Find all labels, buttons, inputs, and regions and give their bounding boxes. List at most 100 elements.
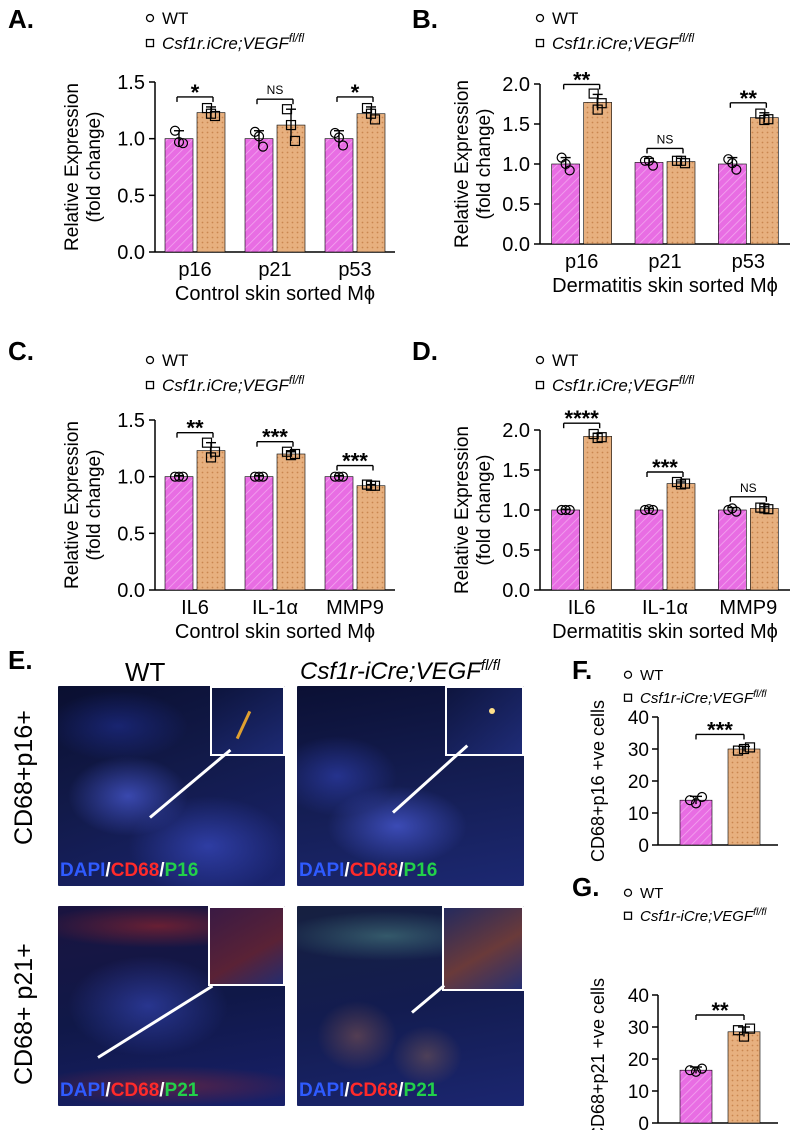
point-wt xyxy=(337,471,349,482)
significance-label: NS xyxy=(657,132,674,146)
point-ko xyxy=(759,114,770,126)
point-wt xyxy=(696,1063,708,1074)
y-axis-label: CD68+p16 +ve cells xyxy=(588,700,608,862)
point-wt xyxy=(684,795,696,806)
legend-wt-symbol xyxy=(623,888,633,897)
point-wt xyxy=(560,504,571,516)
point-ko xyxy=(365,480,377,491)
bar-wt xyxy=(164,138,194,253)
significance-label: ** xyxy=(740,86,758,111)
point-wt xyxy=(643,155,655,166)
point-ko xyxy=(675,479,687,490)
point-ko xyxy=(365,108,377,119)
stain-label-wt-p21: DAPI/CD68/P21 xyxy=(60,1080,199,1101)
x-tick-label: p16 xyxy=(178,259,211,281)
x-axis-label: Control skin sorted Mϕ xyxy=(175,283,375,305)
legend-wt-label: WT xyxy=(640,667,663,684)
point-wt xyxy=(173,136,185,148)
point-ko xyxy=(285,119,297,131)
micrograph-ko-p16: DAPI/CD68/P16 xyxy=(297,686,524,886)
x-tick-label: p16 xyxy=(565,251,598,273)
point-wt xyxy=(329,471,341,482)
significance-label: ** xyxy=(573,67,591,92)
y-tick-label: 1.5 xyxy=(117,410,145,432)
x-tick-label: IL6 xyxy=(181,597,209,619)
point-wt xyxy=(643,504,655,515)
panel-e-col-ko-sup: fl/fl xyxy=(480,657,501,674)
point-wt xyxy=(333,471,345,482)
point-ko xyxy=(281,104,293,115)
significance-label: NS xyxy=(740,481,757,495)
legend-wt-symbol xyxy=(623,670,633,679)
bar-wt xyxy=(324,476,354,591)
panel-letter-a: A. xyxy=(8,4,34,34)
bar-wt xyxy=(244,138,274,253)
micrograph-wt-p21: DAPI/CD68/P21 xyxy=(58,906,285,1106)
y-tick-label: 10 xyxy=(628,1082,649,1103)
point-wt xyxy=(727,503,738,514)
legend-ko-label: Csf1r.iCre;VEGFfl/fl xyxy=(552,31,694,53)
x-tick-label: MMP9 xyxy=(326,597,384,619)
y-tick-label: 0.0 xyxy=(502,234,530,256)
significance-label: *** xyxy=(652,455,678,480)
y-axis-label: Relative Expression(fold change) xyxy=(452,426,495,594)
legend-wt-label: WT xyxy=(162,9,188,28)
inset-wt-p21 xyxy=(208,906,285,986)
point-ko xyxy=(285,450,297,461)
panel-e-row-label-p21: CD68+ p21+ xyxy=(10,943,38,1085)
point-wt xyxy=(727,158,738,169)
point-ko xyxy=(744,1023,756,1034)
y-tick-label: 20 xyxy=(628,1050,649,1071)
point-ko xyxy=(592,432,603,444)
point-wt xyxy=(253,131,265,142)
point-wt xyxy=(639,504,651,516)
inset-ko-p21 xyxy=(442,906,524,991)
significance-label: *** xyxy=(707,717,733,742)
micrograph-ko-p21: DAPI/CD68/P21 xyxy=(297,906,524,1106)
micrograph-wt-p16: DAPI/CD68/P16 xyxy=(58,686,285,886)
significance-label: ** xyxy=(711,998,729,1023)
y-tick-label: 1.0 xyxy=(502,154,530,176)
bar-ko xyxy=(583,436,612,591)
chart-a: WT Csf1r.iCre;VEGFfl/fl 0.0 0.5 1.0 1.5 Relati… xyxy=(62,9,395,305)
bar-wt xyxy=(634,509,664,591)
y-tick-label: 30 xyxy=(628,1018,649,1039)
legend-wt-symbol xyxy=(535,13,545,23)
y-axis-label: Relative Expression(fold change) xyxy=(62,421,105,589)
point-ko xyxy=(744,742,756,753)
legend-ko-label: Csf1r.iCre;VEGFfl/fl xyxy=(162,31,304,53)
x-tick-label: p53 xyxy=(732,251,765,273)
y-tick-label: 40 xyxy=(628,986,649,1007)
point-wt xyxy=(684,1065,696,1076)
point-wt xyxy=(177,138,189,149)
point-ko xyxy=(732,745,744,756)
point-ko xyxy=(205,452,217,463)
legend-ko-symbol xyxy=(145,38,155,48)
point-wt xyxy=(556,504,567,516)
point-ko xyxy=(205,108,217,119)
point-wt xyxy=(249,471,261,482)
x-axis-label: Dermatitis skin sorted Mϕ xyxy=(552,621,778,643)
bar-ko xyxy=(356,113,386,253)
legend-wt-label: WT xyxy=(162,351,188,370)
bar-wt xyxy=(718,509,747,591)
y-tick-label: 1.0 xyxy=(117,467,145,489)
y-axis-label: CD68+p21 +ve cells xyxy=(588,978,608,1130)
bar-ko xyxy=(196,450,226,591)
significance-label: *** xyxy=(342,449,368,474)
y-axis-label: Relative Expression(fold change) xyxy=(62,83,105,251)
legend-ko-label: Csf1r.iCre;VEGFfl/fl xyxy=(162,373,304,395)
arrow-ko-p21 xyxy=(411,984,446,1014)
bar-ko xyxy=(666,161,696,245)
bar-wt xyxy=(718,163,747,245)
stain-label-ko-p21: DAPI/CD68/P21 xyxy=(299,1080,438,1101)
legend-ko-label: Csf1r.iCre;VEGFfl/fl xyxy=(552,373,694,395)
stain-label-wt-p16: DAPI/CD68/P16 xyxy=(60,860,199,881)
bar-wt xyxy=(324,138,354,253)
point-ko xyxy=(738,1031,750,1042)
bar-wt xyxy=(679,799,713,846)
legend-ko-symbol xyxy=(535,380,545,390)
legend-ko-symbol xyxy=(145,380,155,390)
point-wt xyxy=(169,125,181,136)
bar-wt xyxy=(551,163,580,245)
